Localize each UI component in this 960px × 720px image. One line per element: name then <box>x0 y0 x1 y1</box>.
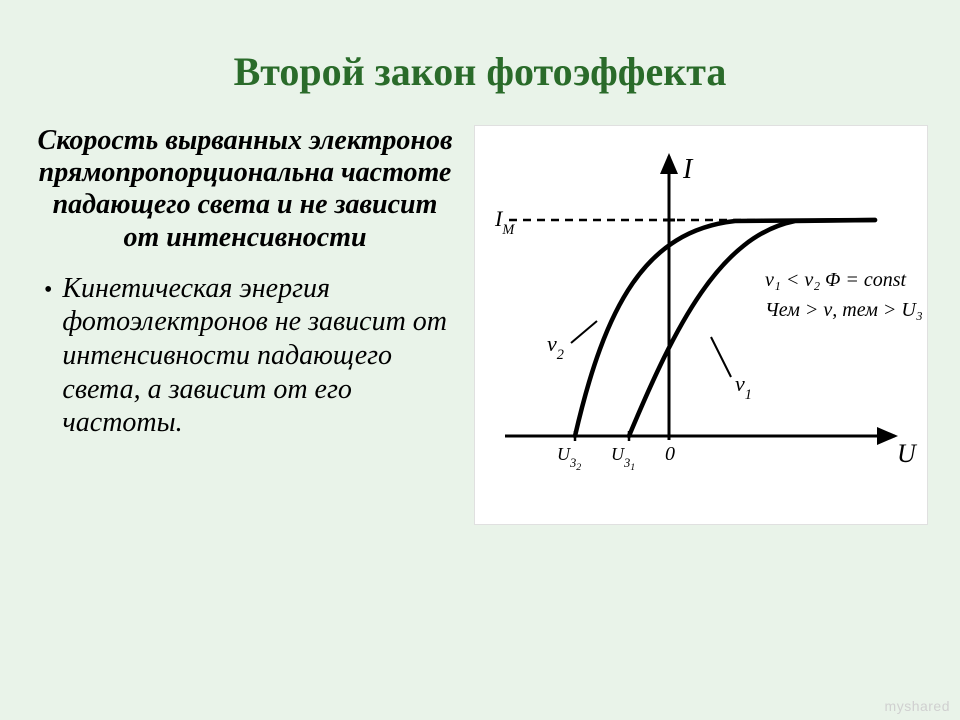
svg-text:U31: U31 <box>611 444 635 473</box>
content-row: Скорость вырванных электронов прямопропо… <box>0 125 960 525</box>
svg-text:IM: IM <box>494 206 515 238</box>
svg-text:ν2: ν2 <box>547 331 564 363</box>
svg-text:U: U <box>897 439 918 468</box>
paragraph-1: Скорость вырванных электронов прямопропо… <box>36 125 454 254</box>
bullet-item: • Кинетическая энергия фотоэлектронов не… <box>36 272 454 440</box>
page-title: Второй закон фотоэффекта <box>0 0 960 125</box>
text-column: Скорость вырванных электронов прямопропо… <box>36 125 464 525</box>
watermark: myshared <box>885 698 950 714</box>
bullet-dot: • <box>44 276 52 305</box>
iv-chart: I U IM ν2 ν1 0 U32 U31 ν₁ < ν₂ Φ = const Чем > ν,… <box>475 126 929 526</box>
paragraph-2: Кинетическая энергия фотоэлектронов не з… <box>62 272 454 440</box>
svg-text:0: 0 <box>665 443 675 465</box>
svg-text:ν1: ν1 <box>735 371 752 403</box>
svg-text:Чем > ν, тем > U₃: Чем > ν, тем > U₃ <box>765 299 923 321</box>
chart-column: I U IM ν2 ν1 0 U32 U31 ν₁ < ν₂ Φ = const Чем > ν,… <box>464 125 924 525</box>
svg-text:ν₁ < ν₂ Φ = const: ν₁ < ν₂ Φ = const <box>765 269 907 291</box>
svg-text:U32: U32 <box>557 444 581 473</box>
chart-box: I U IM ν2 ν1 0 U32 U31 ν₁ < ν₂ Φ = const Чем > ν,… <box>474 125 928 525</box>
svg-text:I: I <box>682 154 694 185</box>
